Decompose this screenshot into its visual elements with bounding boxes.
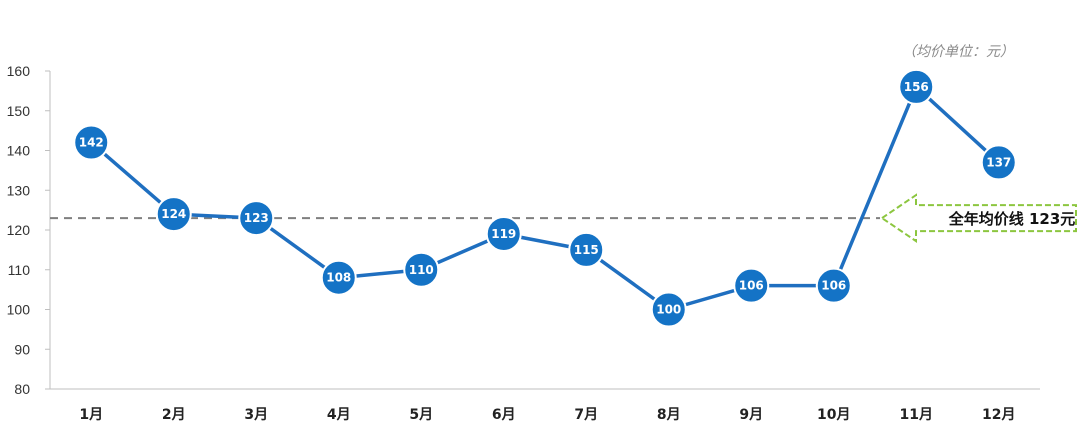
data-point: [650, 291, 687, 328]
y-tick-label: 150: [7, 103, 31, 119]
data-point: [403, 251, 440, 288]
data-label: 119: [491, 227, 516, 241]
x-tick-label: 12月: [982, 407, 1015, 423]
x-tick-label: 5月: [409, 407, 433, 423]
data-label: 110: [409, 263, 434, 277]
x-tick-label: 10月: [817, 407, 850, 423]
data-label: 124: [161, 207, 186, 221]
series-line: [90, 85, 1000, 312]
y-tick-label: 90: [14, 341, 30, 357]
data-label: 123: [244, 211, 269, 225]
data-label: 106: [821, 279, 846, 293]
x-axis: 1月 2月 3月 4月 5月 6月 7月 8月 9月 10月 11月 12月: [50, 388, 1040, 423]
x-tick-label: 1月: [79, 407, 103, 423]
unit-note: （均价单位：元）: [902, 44, 1014, 60]
data-label: 108: [326, 271, 351, 285]
average-arrow-callout: [880, 193, 1077, 243]
data-label: 156: [904, 80, 929, 94]
x-tick-label: 6月: [492, 407, 516, 423]
x-tick-label: 7月: [574, 407, 598, 423]
data-label: 137: [986, 155, 1011, 169]
x-tick-label: 8月: [657, 407, 681, 423]
average-line-group: 全年均价线 123元: [50, 193, 1077, 243]
x-tick-label: 3月: [244, 407, 268, 423]
x-tick-label: 11月: [900, 407, 933, 423]
y-axis: 80 90 100 110 120 130 140 150 160: [7, 63, 51, 397]
y-tick-label: 130: [7, 182, 31, 198]
data-point: [568, 231, 605, 268]
data-point: [733, 267, 770, 304]
x-tick-label: 4月: [327, 407, 351, 423]
y-tick-label: 140: [7, 143, 31, 159]
y-tick-label: 110: [8, 262, 31, 278]
x-tick-label: 2月: [162, 407, 186, 423]
y-tick-label: 100: [7, 302, 31, 318]
data-point: [485, 215, 522, 252]
y-tick-label: 80: [14, 381, 30, 397]
data-point: [980, 144, 1017, 181]
data-point: [155, 196, 192, 233]
y-tick-label: 120: [7, 222, 31, 238]
data-point: [320, 259, 357, 296]
data-label: 115: [574, 243, 599, 257]
average-label: 全年均价线 123元: [948, 210, 1076, 228]
data-label: 100: [656, 303, 681, 317]
x-tick-label: 9月: [739, 407, 763, 423]
data-point: [898, 68, 935, 105]
data-point: [73, 124, 110, 161]
data-point: [815, 267, 852, 304]
data-label: 106: [739, 279, 764, 293]
data-point: [238, 200, 275, 237]
y-tick-label: 160: [7, 63, 31, 79]
series-price: 142 124 123 108 110 119 115 100 106 106 156 137: [73, 68, 1017, 328]
data-label: 142: [79, 136, 104, 150]
